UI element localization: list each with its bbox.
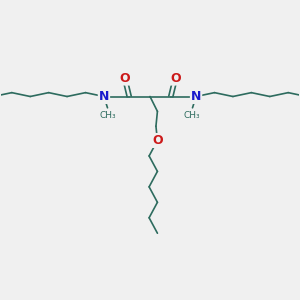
Text: N: N xyxy=(191,90,201,103)
Text: N: N xyxy=(99,90,109,103)
Text: CH₃: CH₃ xyxy=(100,111,116,120)
Text: CH₃: CH₃ xyxy=(184,111,200,120)
Text: O: O xyxy=(119,72,130,85)
Text: O: O xyxy=(152,134,163,147)
Text: O: O xyxy=(170,72,181,85)
